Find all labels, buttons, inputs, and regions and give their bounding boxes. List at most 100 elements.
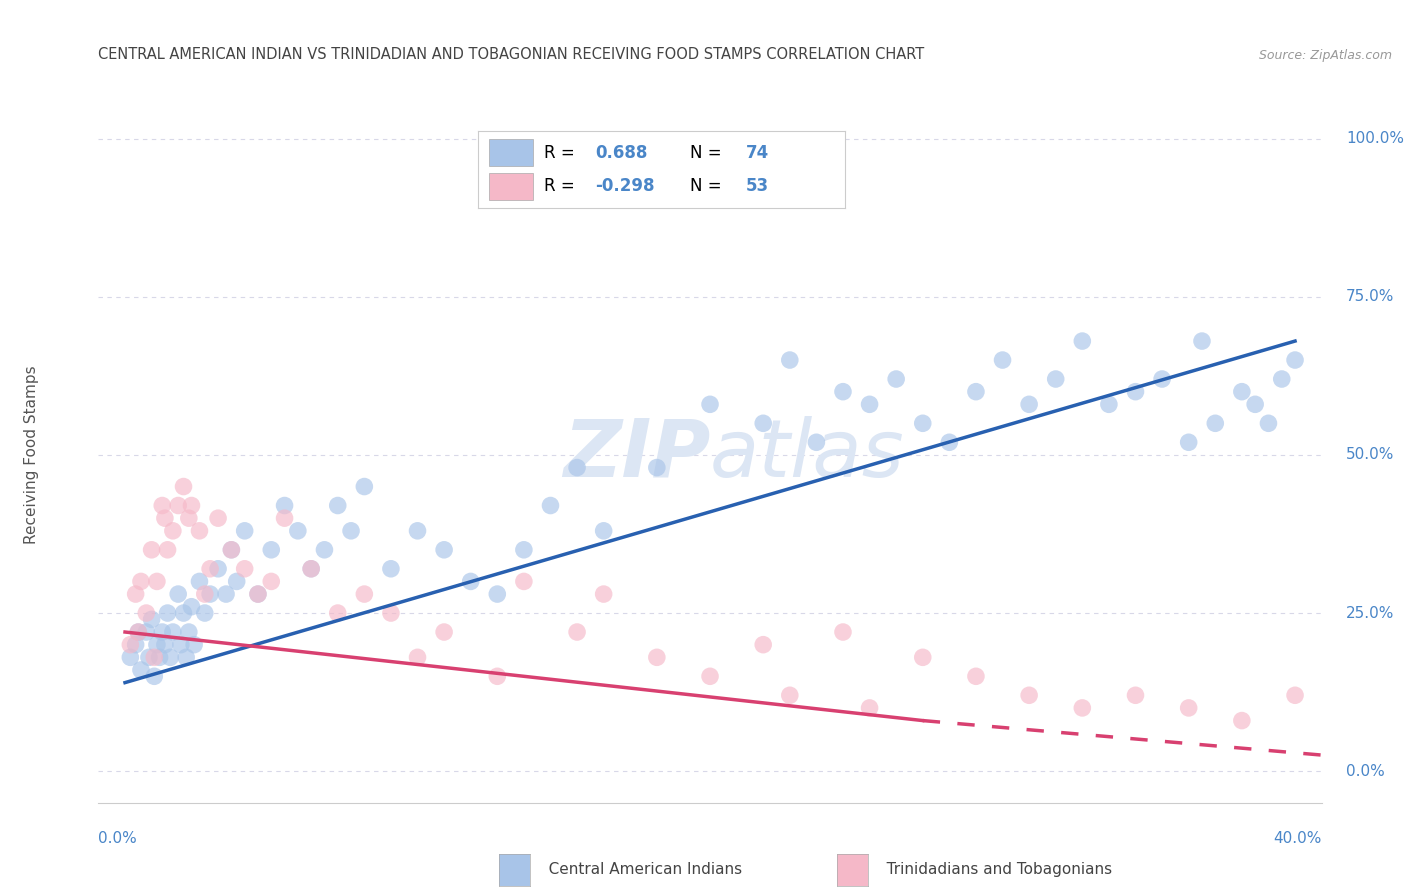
Text: atlas: atlas (710, 416, 905, 494)
Text: 53: 53 (745, 178, 769, 195)
Text: N =: N = (690, 178, 727, 195)
Point (513, 542, 536, 557)
Point (1071, 701, 1094, 715)
Point (540, 499, 562, 513)
Point (273, 499, 295, 513)
Point (129, 574, 152, 589)
Point (991, 353, 1014, 368)
Point (1284, 688, 1306, 702)
Point (380, 606, 402, 620)
Point (198, 587, 221, 601)
Point (177, 511, 200, 525)
Point (1098, 397, 1121, 411)
Point (246, 587, 269, 601)
Point (143, 669, 166, 683)
Point (215, 587, 238, 601)
Point (645, 650, 668, 665)
Point (173, 479, 195, 493)
Text: Trinidadians and Tobagonians: Trinidadians and Tobagonians (872, 863, 1112, 877)
Point (167, 587, 190, 601)
Point (1045, 372, 1067, 386)
Point (1018, 397, 1040, 411)
Point (353, 479, 375, 493)
Point (858, 397, 880, 411)
Point (1177, 435, 1199, 450)
Text: R =: R = (544, 144, 579, 161)
Point (699, 669, 721, 683)
Point (884, 372, 907, 386)
Text: 100.0%: 100.0% (1346, 131, 1405, 146)
Point (326, 606, 349, 620)
Point (1125, 384, 1147, 399)
Point (127, 625, 149, 640)
Text: ZIP: ZIP (562, 416, 710, 494)
Point (180, 499, 202, 513)
Point (1177, 701, 1199, 715)
Point (1152, 372, 1174, 386)
Point (287, 524, 309, 538)
Point (832, 384, 855, 399)
Point (779, 353, 801, 368)
Point (406, 650, 429, 665)
Point (170, 638, 193, 652)
Point (183, 638, 205, 652)
Point (150, 499, 173, 513)
Point (120, 638, 142, 652)
Text: 0.0%: 0.0% (98, 830, 138, 846)
Point (314, 542, 336, 557)
Point (173, 606, 195, 620)
Point (138, 650, 160, 665)
Point (149, 650, 172, 665)
Point (911, 650, 934, 665)
Point (159, 650, 181, 665)
Point (645, 460, 668, 475)
Point (858, 701, 880, 715)
Point (156, 542, 179, 557)
Point (177, 625, 200, 640)
Text: Source: ZipAtlas.com: Source: ZipAtlas.com (1258, 49, 1392, 62)
Point (162, 625, 184, 640)
Point (592, 524, 614, 538)
Point (127, 625, 149, 640)
Point (1204, 417, 1226, 431)
Point (1257, 417, 1279, 431)
Point (513, 574, 536, 589)
Point (156, 606, 179, 620)
Text: 25.0%: 25.0% (1346, 606, 1395, 621)
Point (486, 587, 509, 601)
Point (135, 625, 157, 640)
Bar (489, 139, 533, 166)
Point (565, 625, 588, 640)
Point (194, 587, 217, 601)
Text: -0.298: -0.298 (595, 178, 655, 195)
Point (340, 524, 363, 538)
Point (221, 542, 243, 557)
Point (779, 688, 801, 702)
Point (1018, 688, 1040, 702)
Point (207, 562, 229, 576)
Point (207, 511, 229, 525)
Point (124, 587, 146, 601)
Point (180, 599, 202, 614)
Point (162, 524, 184, 538)
Text: 50.0%: 50.0% (1346, 448, 1395, 462)
Text: 40.0%: 40.0% (1274, 830, 1322, 846)
Point (129, 663, 152, 677)
Point (1125, 688, 1147, 702)
Point (353, 587, 375, 601)
Point (246, 587, 269, 601)
Point (153, 638, 176, 652)
Point (141, 612, 163, 626)
Text: 0.0%: 0.0% (1346, 764, 1385, 779)
Point (565, 460, 588, 475)
Point (938, 435, 960, 450)
Point (146, 638, 169, 652)
Point (198, 562, 221, 576)
Text: 0.688: 0.688 (595, 144, 647, 161)
Point (194, 606, 217, 620)
Point (141, 542, 163, 557)
Point (1244, 397, 1267, 411)
Point (592, 587, 614, 601)
Point (1391, 714, 1406, 728)
Point (433, 625, 456, 640)
